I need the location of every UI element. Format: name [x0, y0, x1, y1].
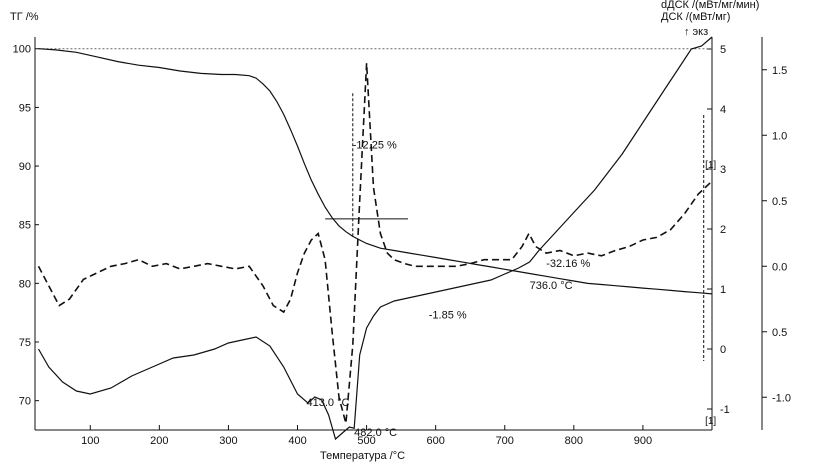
tg-series-line [38, 48, 713, 295]
y-right-outer-label: dДСК /(мВт/мг/мин) [661, 0, 759, 11]
dsc-tick-label: 5 [720, 44, 726, 56]
tg-tick-label: 70 [19, 396, 31, 408]
annotation-label: -1.85 % [429, 310, 467, 322]
x-tick-label: 600 [426, 435, 444, 447]
series-index-label: [1] [705, 160, 716, 171]
x-axis-label: Температура /°C [320, 450, 405, 462]
tg-tick-label: 75 [19, 337, 31, 349]
ddsc-tick-label: -1.0 [772, 392, 791, 404]
tg-tick-label: 95 [19, 102, 31, 114]
annotation-label: 482.0 °C [354, 427, 397, 439]
dsc-tick-label: 1 [720, 284, 726, 296]
ddsc-series-line [37, 63, 713, 424]
x-tick-label: 700 [496, 435, 514, 447]
x-tick-label: 400 [288, 435, 306, 447]
exo-label: ↑ экз [684, 26, 708, 38]
series-layer [37, 36, 713, 441]
ddsc-tick-label: 0.5 [772, 196, 787, 208]
tg-tick-label: 85 [19, 220, 31, 232]
ddsc-tick-label: 1.5 [772, 65, 787, 77]
annotation-label: 413.0 °C [306, 397, 349, 409]
annotation-layer: -12.25 % -1.85 % -32.16 % 736.0 °C 413.0 °C 4… [306, 139, 716, 439]
y-left-label: ТГ /% [10, 11, 39, 23]
x-tick-label: 100 [81, 435, 99, 447]
x-tick-label: 200 [150, 435, 168, 447]
dsc-tick-label: 4 [720, 104, 726, 116]
dsc-tick-label: 0 [720, 344, 726, 356]
tg-tick-label: 80 [19, 278, 31, 290]
x-tick-label: 300 [219, 435, 237, 447]
x-tick-label: 500 [357, 435, 375, 447]
annotation-label: -12.25 % [353, 139, 397, 151]
dsc-tick-label: -1 [720, 404, 730, 416]
x-tick-label: 800 [565, 435, 583, 447]
ddsc-tick-label: 1.0 [772, 130, 787, 142]
annotation-label: 736.0 °C [530, 280, 573, 292]
ddsc-tick-label: 0.5 [772, 327, 787, 339]
y-right-inner-label: ДСК /(мВт/мг) [661, 11, 730, 23]
dsc-tick-label: 3 [720, 164, 726, 176]
tg-tick-label: 100 [13, 44, 31, 56]
ddsc-tick-label: 0.0 [772, 261, 787, 273]
tg-tick-label: 90 [19, 161, 31, 173]
dsc-tick-label: 2 [720, 224, 726, 236]
series-index-label: [1] [705, 416, 716, 427]
annotation-label: -32.16 % [546, 258, 590, 270]
dsc-series-line [37, 36, 713, 441]
x-tick-label: 900 [634, 435, 652, 447]
axes-layer: 100 200 300 400 500 600 700 800 900 70 75 80 85 90 95 1… [13, 37, 791, 447]
